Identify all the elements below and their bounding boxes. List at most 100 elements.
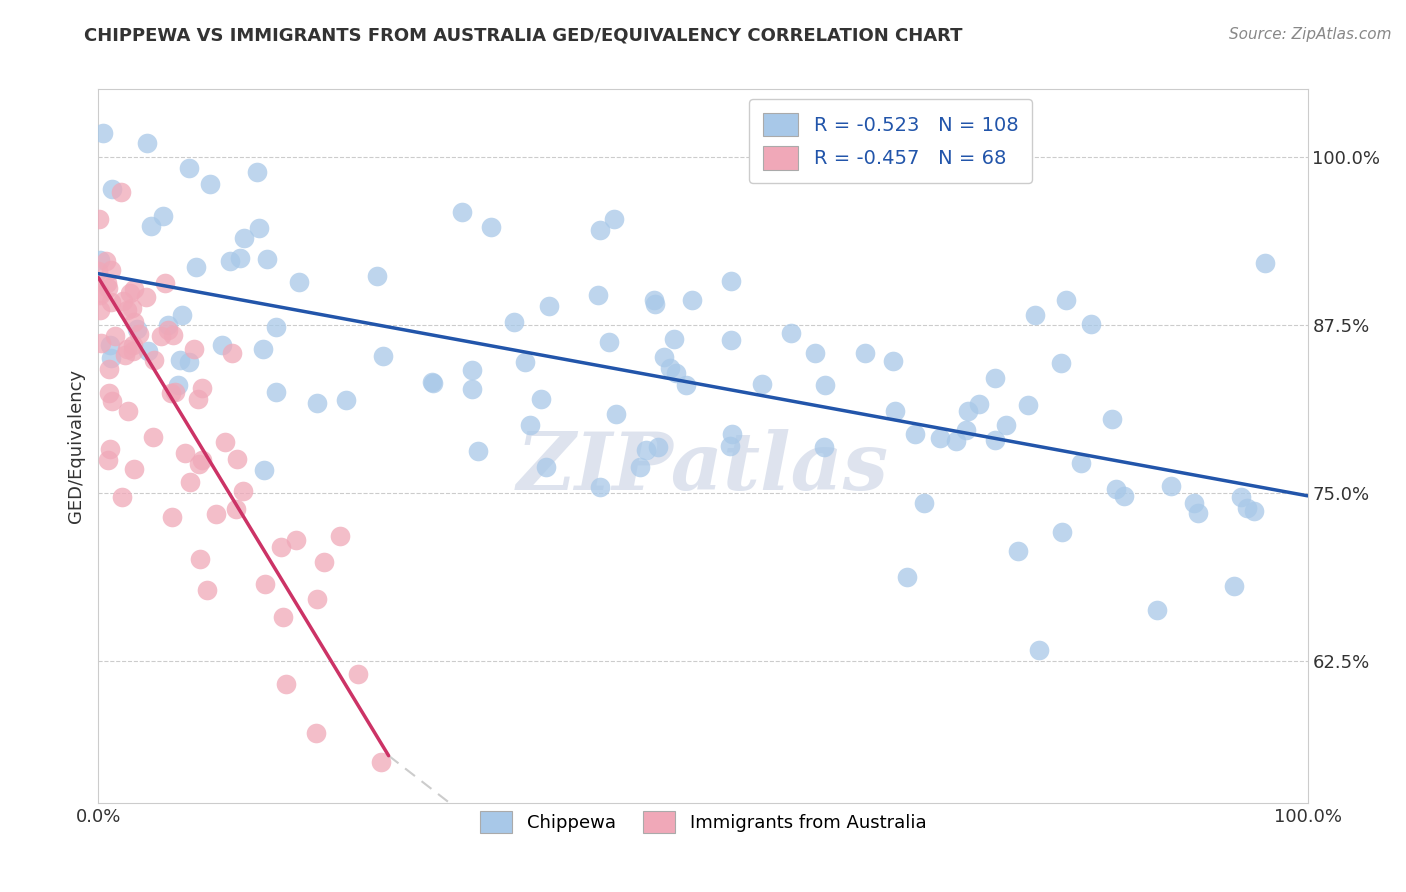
Point (644, 297, 666, 311)
Point (983, 371, 1005, 385)
Point (266, 385, 288, 400)
Point (1024, 308, 1046, 322)
Point (519, 417, 541, 432)
Point (1184, 496, 1206, 510)
Point (252, 343, 274, 357)
Point (1007, 544, 1029, 558)
Point (903, 427, 925, 442)
Point (420, 376, 443, 390)
Point (658, 361, 681, 376)
Point (662, 332, 685, 346)
Point (450, 205, 472, 219)
Point (628, 460, 651, 475)
Point (1017, 398, 1039, 412)
Point (187, 392, 209, 407)
Point (643, 293, 665, 307)
Point (967, 397, 990, 411)
Point (502, 315, 524, 329)
Point (1105, 482, 1128, 496)
Point (347, 667, 370, 681)
Point (96, 276, 118, 290)
Point (945, 434, 967, 448)
Point (114, 348, 136, 362)
Point (89, 302, 111, 317)
Point (1050, 524, 1073, 539)
Point (479, 220, 502, 235)
Point (274, 677, 297, 691)
Point (97, 281, 120, 295)
Point (157, 323, 180, 337)
Point (634, 443, 657, 458)
Point (1187, 506, 1209, 520)
Point (214, 434, 236, 449)
Point (896, 570, 918, 584)
Point (152, 209, 174, 223)
Point (515, 355, 537, 369)
Point (254, 577, 277, 591)
Point (1070, 456, 1092, 470)
Point (371, 349, 394, 363)
Point (718, 439, 741, 453)
Point (96, 254, 118, 268)
Point (1028, 643, 1050, 657)
Point (142, 430, 165, 444)
Point (100, 263, 122, 277)
Point (110, 186, 132, 200)
Point (305, 396, 328, 410)
Point (89, 252, 111, 267)
Point (751, 377, 773, 392)
Point (225, 502, 247, 516)
Point (249, 221, 271, 235)
Point (246, 165, 269, 179)
Point (160, 385, 183, 400)
Point (652, 351, 675, 365)
Point (233, 230, 256, 244)
Point (136, 136, 159, 151)
Point (1101, 411, 1123, 425)
Point (198, 178, 221, 192)
Point (589, 223, 612, 237)
Point (1223, 579, 1246, 593)
Point (221, 346, 243, 360)
Point (97, 453, 120, 467)
Point (100, 294, 122, 309)
Point (271, 609, 294, 624)
Point (122, 316, 145, 330)
Point (329, 529, 352, 543)
Point (174, 446, 197, 460)
Point (226, 451, 249, 466)
Point (121, 338, 143, 352)
Point (882, 354, 904, 368)
Point (681, 293, 703, 307)
Point (179, 161, 201, 176)
Point (156, 318, 179, 333)
Point (461, 382, 484, 396)
Point (304, 725, 326, 739)
Point (1254, 256, 1277, 270)
Point (598, 334, 620, 349)
Point (461, 362, 484, 376)
Point (122, 344, 145, 359)
Point (179, 475, 201, 490)
Point (335, 392, 357, 407)
Point (813, 440, 835, 454)
Point (188, 457, 211, 471)
Point (536, 459, 558, 474)
Point (195, 583, 218, 598)
Point (720, 333, 742, 347)
Point (467, 444, 489, 458)
Point (287, 275, 309, 289)
Point (586, 288, 609, 302)
Point (117, 404, 139, 418)
Point (115, 302, 138, 317)
Point (314, 555, 336, 569)
Point (603, 212, 626, 227)
Point (162, 510, 184, 524)
Point (537, 299, 560, 313)
Point (1236, 501, 1258, 516)
Point (139, 219, 162, 233)
Point (98, 362, 121, 376)
Point (779, 326, 801, 340)
Point (104, 329, 127, 343)
Point (1114, 489, 1136, 503)
